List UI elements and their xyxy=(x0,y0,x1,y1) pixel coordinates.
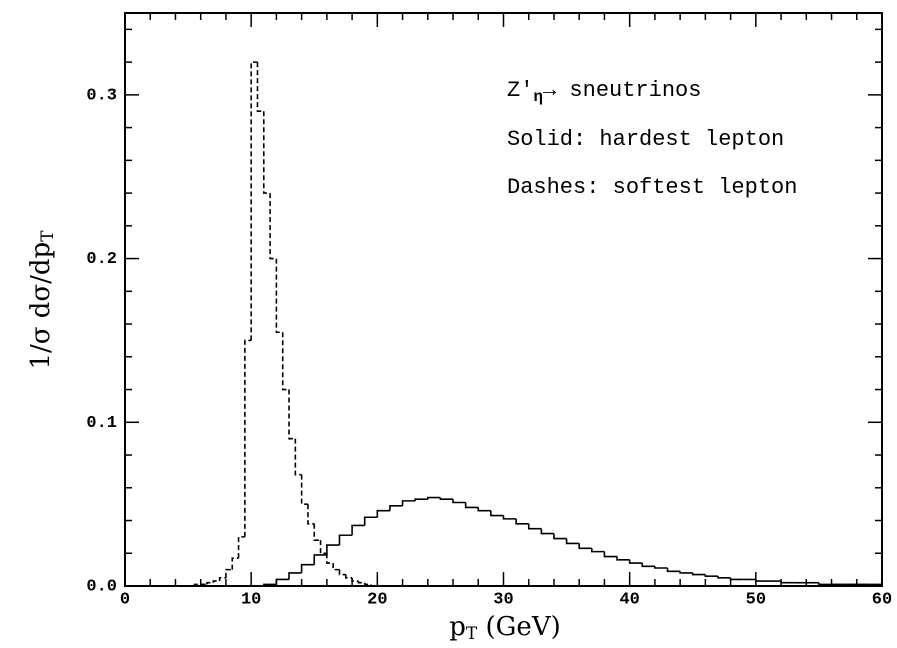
y-tick-label: 0.1 xyxy=(86,414,117,433)
histogram-bin xyxy=(256,62,264,113)
x-tick-label: 30 xyxy=(493,590,513,609)
histogram-bin xyxy=(363,516,378,526)
histogram-bin xyxy=(370,584,378,587)
histogram-bin xyxy=(591,548,605,553)
x-label-sub: T xyxy=(466,624,478,644)
histogram-bin xyxy=(616,556,630,561)
histogram-bin xyxy=(231,557,239,570)
histogram-bin xyxy=(540,528,554,535)
histogram-bin xyxy=(250,61,258,341)
histogram-bin xyxy=(527,523,542,530)
histogram-bin xyxy=(319,540,327,555)
histogram-bin xyxy=(477,507,491,512)
histogram-bin xyxy=(225,568,233,578)
histogram-bin xyxy=(603,551,618,558)
histogram-bin xyxy=(338,534,353,546)
histogram-bin xyxy=(300,474,308,505)
y-tick-label: 0.0 xyxy=(86,577,117,596)
y-tick-label: 0.2 xyxy=(86,250,117,269)
histogram-bin xyxy=(490,510,504,517)
y-axis-label: 1/σ dσ/dpT xyxy=(26,230,58,370)
histogram-bin xyxy=(818,582,832,586)
histogram-bin xyxy=(307,504,315,525)
plot-frame xyxy=(124,12,883,587)
histogram-bin xyxy=(389,504,403,511)
histogram-bin xyxy=(326,553,334,564)
histogram-bin xyxy=(780,581,794,584)
histogram-bin xyxy=(344,574,353,579)
x-tick-label: 0 xyxy=(120,590,130,609)
histogram-bin xyxy=(294,438,302,476)
histogram-bin xyxy=(427,496,441,500)
histogram-bin xyxy=(275,258,283,334)
histogram-bin xyxy=(269,193,277,260)
histogram-bin xyxy=(401,500,416,506)
histogram-bin xyxy=(729,577,744,581)
histogram-bin xyxy=(452,499,466,504)
histogram-bin xyxy=(704,574,718,577)
histogram-bin xyxy=(414,498,428,501)
histogram-bin xyxy=(376,509,390,518)
histogram-bin xyxy=(300,563,315,573)
histogram-bin xyxy=(338,569,346,576)
histogram-bin xyxy=(262,583,277,586)
histogram-bin xyxy=(565,538,580,545)
histogram-bin xyxy=(654,566,668,569)
histogram-bin xyxy=(313,554,327,565)
x-axis-label: pT (GeV) xyxy=(449,612,560,644)
x-tick-label: 40 xyxy=(619,590,639,609)
histogram-bin xyxy=(218,577,226,582)
histogram-bin xyxy=(206,581,214,585)
histogram-bin xyxy=(691,572,706,576)
histogram-bin xyxy=(262,111,271,194)
histogram-bin xyxy=(351,524,365,536)
histogram-bin xyxy=(578,543,592,550)
x-tick-label: 50 xyxy=(746,590,766,609)
histogram-bin xyxy=(313,523,321,541)
histogram-bin xyxy=(288,389,296,440)
histogram-bin xyxy=(515,518,529,525)
histogram-bin xyxy=(237,536,245,559)
histogram-bin xyxy=(666,567,681,573)
histogram-bin xyxy=(275,578,290,585)
histogram-bin xyxy=(351,577,359,582)
histogram-bin xyxy=(363,582,372,586)
x-tick-label: 10 xyxy=(241,590,261,609)
histogram-bin xyxy=(357,581,365,584)
histogram-bin xyxy=(439,497,454,501)
histogram-bin xyxy=(641,563,655,568)
histogram-bin xyxy=(332,563,340,571)
annotation-sub: η xyxy=(533,88,543,106)
histogram-bin xyxy=(281,332,290,391)
histogram-bin xyxy=(326,544,340,555)
y-label-part: 1/σ dσ/dp xyxy=(26,242,56,370)
y-tick-label: 0.3 xyxy=(86,86,117,105)
histogram-bin xyxy=(679,571,693,574)
annotation: Solid: hardest lepton xyxy=(507,127,784,152)
x-label-part: (GeV) xyxy=(477,612,560,642)
histogram-bin xyxy=(553,533,567,540)
annotation: Dashes: softest lepton xyxy=(507,175,797,200)
annotation-part: Z' xyxy=(507,78,533,103)
histogram-bin xyxy=(628,559,643,564)
histogram-bin xyxy=(288,572,302,580)
annotation: Z'η→ sneutrinos xyxy=(507,78,701,106)
histogram-bin xyxy=(193,583,201,586)
histogram-bin xyxy=(502,515,517,520)
annotation-part: → sneutrinos xyxy=(543,78,701,103)
histogram-bin xyxy=(717,576,731,579)
histogram-bin xyxy=(755,579,769,582)
histogram-bin xyxy=(212,580,220,583)
x-label-part: p xyxy=(449,612,466,642)
histogram-bin xyxy=(869,583,883,586)
histogram-bin xyxy=(464,502,479,509)
x-tick-label: 60 xyxy=(872,590,892,609)
y-label-sub: T xyxy=(38,230,58,242)
histogram-bin xyxy=(244,339,252,537)
x-tick-label: 20 xyxy=(367,590,387,609)
